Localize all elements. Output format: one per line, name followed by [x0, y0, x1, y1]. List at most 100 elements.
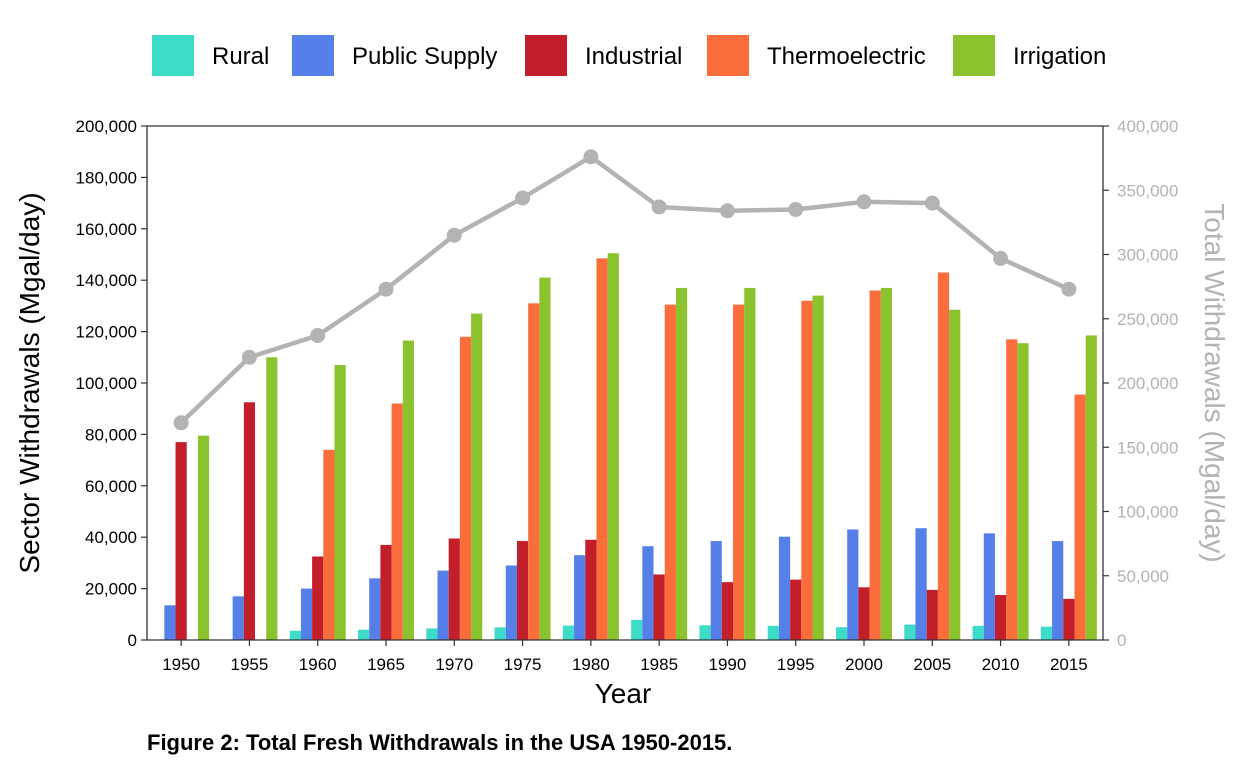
x-tick-label: 2000 [845, 655, 883, 674]
legend-label: Irrigation [1013, 43, 1106, 70]
bar-public-supply-1950 [164, 605, 176, 640]
bar-irrigation-1955 [266, 357, 278, 640]
y-tick-label-left: 20,000 [85, 580, 137, 599]
bar-industrial-2015 [1063, 598, 1075, 640]
bar-public-supply-1970 [437, 570, 449, 640]
bar-thermoelectric-1970 [459, 336, 472, 640]
bar-industrial-1990 [721, 582, 734, 640]
legend-label: Rural [212, 43, 269, 70]
y-tick-label-right: 400,000 [1117, 117, 1178, 136]
bar-irrigation-1980 [607, 253, 619, 640]
bar-rural-2015 [1040, 626, 1053, 640]
bar-group-1975 [494, 277, 551, 640]
bar-irrigation-2000 [880, 287, 892, 640]
bar-irrigation-1965 [402, 340, 414, 640]
bar-rural-1980 [562, 625, 575, 640]
total-point-1985 [651, 199, 667, 215]
bar-industrial-1970 [448, 538, 460, 640]
bar-thermoelectric-1985 [664, 304, 676, 640]
total-point-2000 [856, 194, 872, 210]
y-tick-label-right: 150,000 [1117, 438, 1178, 457]
bar-irrigation-1975 [539, 277, 551, 640]
x-tick-label: 1970 [435, 655, 473, 674]
x-tick-label: 1955 [231, 655, 269, 674]
total-point-2015 [1061, 281, 1077, 297]
bar-rural-2005 [904, 624, 916, 640]
bar-public-supply-2005 [915, 528, 927, 640]
total-point-1975 [515, 190, 531, 206]
bar-rural-1970 [426, 628, 438, 640]
bar-public-supply-1980 [574, 555, 586, 640]
x-tick-label: 1950 [162, 655, 200, 674]
y-tick-label-right: 300,000 [1117, 246, 1178, 265]
y-tick-label-left: 200,000 [76, 117, 137, 136]
legend-label: Industrial [585, 43, 682, 70]
legend-label: Public Supply [352, 43, 497, 70]
y-tick-label-right: 350,000 [1117, 181, 1178, 200]
bar-public-supply-2000 [847, 529, 859, 640]
total-point-1960 [310, 328, 326, 343]
bar-thermoelectric-1965 [391, 403, 403, 640]
bar-rural-1975 [494, 627, 506, 640]
bar-group-1980 [562, 253, 619, 640]
total-point-1950 [173, 415, 189, 431]
y-tick-label-left: 120,000 [76, 323, 137, 342]
total-point-1990 [719, 203, 735, 219]
total-point-1965 [378, 281, 394, 297]
bar-public-supply-1995 [778, 536, 791, 640]
legend-swatch [707, 35, 749, 76]
total-point-2005 [924, 195, 940, 211]
bar-public-supply-1975 [505, 565, 517, 640]
y-tick-label-right: 200,000 [1117, 374, 1178, 393]
legend-swatch [525, 35, 567, 76]
bar-irrigation-1990 [744, 287, 756, 640]
bar-public-supply-2010 [983, 533, 995, 640]
bar-thermoelectric-1960 [323, 449, 335, 640]
legend-swatch [152, 35, 194, 76]
bar-industrial-1975 [516, 541, 529, 640]
y-tick-label-left: 140,000 [76, 271, 137, 290]
legend-swatch [292, 35, 334, 76]
bar-irrigation-2010 [1017, 343, 1029, 640]
bar-rural-2000 [836, 627, 848, 640]
bar-irrigation-2015 [1085, 335, 1097, 640]
legend-item-public-supply: Public Supply [292, 35, 497, 76]
bar-thermoelectric-2000 [869, 290, 881, 640]
bar-industrial-1950 [175, 442, 187, 640]
figure-caption: Figure 2: Total Fresh Withdrawals in the… [147, 730, 732, 755]
bar-industrial-2010 [994, 595, 1007, 640]
bar-rural-1990 [699, 625, 711, 640]
bar-group-1955 [232, 357, 278, 640]
bar-public-supply-1955 [232, 596, 244, 640]
bar-public-supply-1990 [710, 541, 722, 640]
bar-rural-2010 [972, 625, 984, 640]
legend-label: Thermoelectric [767, 43, 926, 70]
bar-thermoelectric-2005 [937, 272, 950, 640]
y-tick-label-left: 60,000 [85, 477, 137, 496]
legend-swatch [953, 35, 995, 76]
bar-irrigation-1995 [812, 295, 824, 640]
total-point-1970 [446, 227, 462, 243]
bar-thermoelectric-1995 [801, 300, 813, 640]
bar-irrigation-1985 [675, 287, 688, 640]
bar-industrial-2005 [926, 589, 938, 640]
bar-group-1995 [767, 295, 824, 640]
bar-public-supply-1965 [369, 578, 381, 640]
y-axis-title-left: Sector Withdrawals (Mgal/day) [14, 192, 45, 573]
total-point-1980 [583, 149, 599, 165]
bar-rural-1960 [289, 630, 301, 640]
bar-thermoelectric-1990 [733, 304, 745, 640]
x-tick-label: 1985 [640, 655, 678, 674]
y-tick-label-left: 160,000 [76, 220, 137, 239]
bar-group-2000 [836, 287, 892, 640]
y-tick-label-left: 80,000 [85, 425, 137, 444]
bar-group-1990 [699, 287, 756, 640]
x-tick-label: 1975 [504, 655, 542, 674]
y-tick-label-right: 0 [1117, 631, 1126, 650]
x-tick-label: 2005 [913, 655, 951, 674]
x-tick-label: 1980 [572, 655, 610, 674]
y-axis-title-right: Total Withdrawals (Mgal/day) [1199, 203, 1230, 562]
y-tick-label-right: 250,000 [1117, 310, 1178, 329]
bar-industrial-1980 [585, 539, 597, 640]
